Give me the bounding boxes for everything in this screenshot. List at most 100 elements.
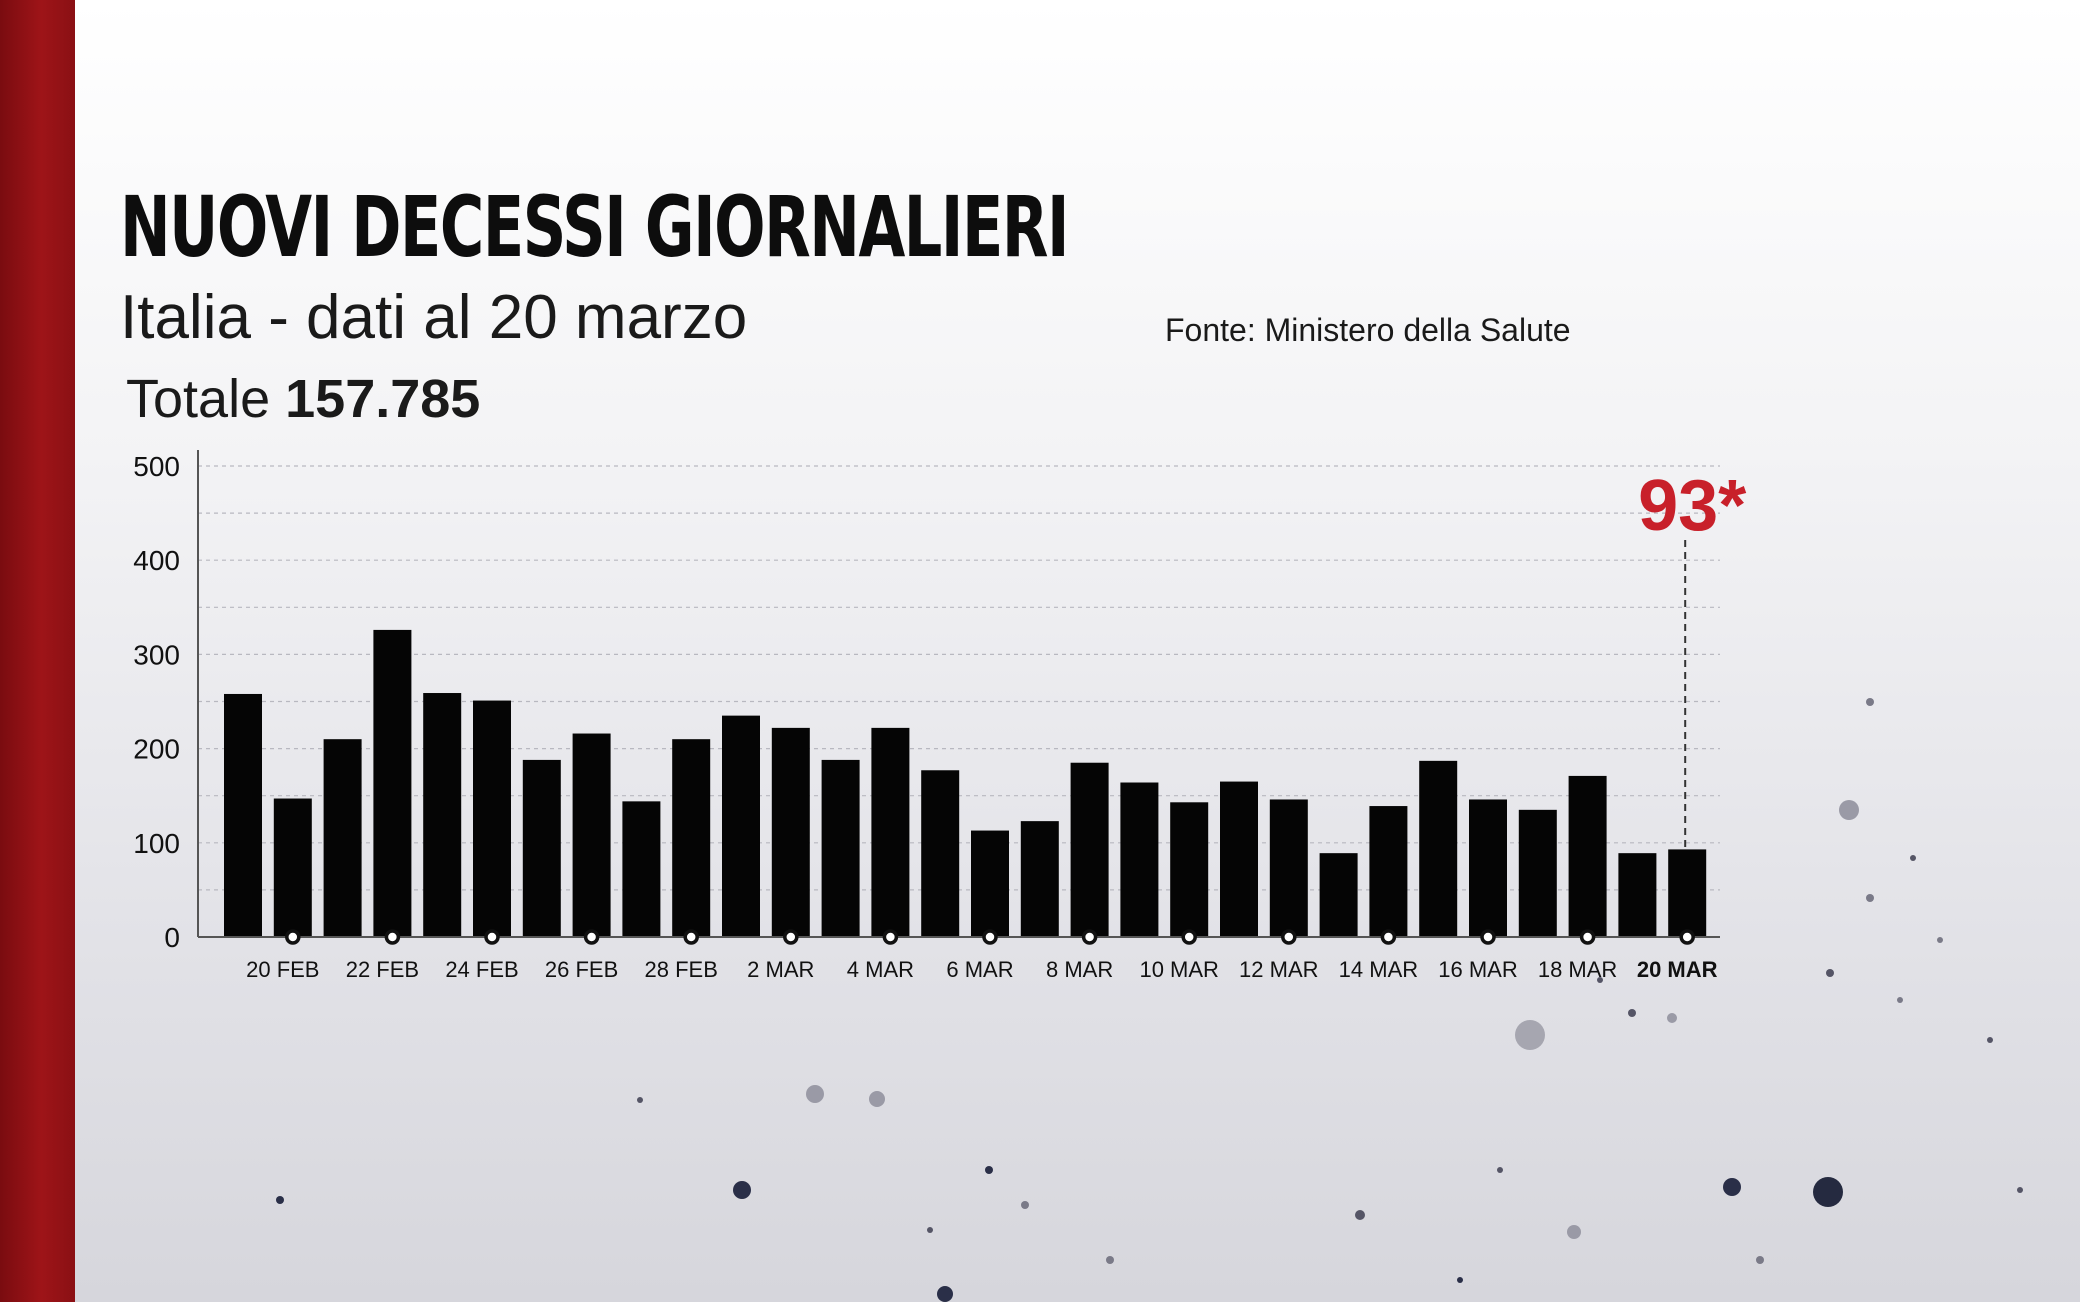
particle (937, 1286, 953, 1302)
bar (522, 759, 561, 937)
particle (1723, 1178, 1741, 1196)
particle (1597, 977, 1603, 983)
x-tick-label: 28 FEB (645, 957, 718, 982)
x-tick-marker (1579, 929, 1596, 945)
particle (1910, 855, 1916, 861)
bar (423, 693, 462, 937)
bar (871, 727, 910, 937)
bar (1469, 799, 1507, 937)
particle (1667, 1013, 1677, 1023)
bar (373, 629, 412, 937)
x-tick-marker (583, 929, 600, 945)
bar (572, 733, 611, 937)
side-band (0, 0, 75, 1302)
bar (1668, 849, 1707, 937)
x-tick-label: 26 FEB (545, 957, 618, 982)
x-tick-label: 14 MAR (1339, 957, 1418, 982)
particle (806, 1085, 824, 1103)
x-tick-label: 12 MAR (1239, 957, 1318, 982)
particle (1866, 894, 1874, 902)
particle (1756, 1256, 1764, 1264)
total-deaths: Totale 157.785 (126, 368, 480, 430)
particle (1937, 937, 1943, 943)
x-tick-marker (982, 929, 998, 945)
x-tick-marker (1081, 929, 1098, 945)
bar (1568, 775, 1607, 937)
particle (276, 1196, 284, 1204)
y-tick-label: 500 (133, 451, 180, 482)
bar (1369, 806, 1408, 937)
particle (1515, 1020, 1545, 1050)
x-tick-label: 2 MAR (747, 957, 814, 982)
source-note: Fonte: Ministero della Salute (1165, 312, 1571, 348)
bar (273, 798, 312, 937)
x-tick-label: 20 MAR (1637, 957, 1718, 982)
callout-annotation: 93* (1638, 466, 1746, 850)
bar (1120, 782, 1159, 937)
particle (1021, 1201, 1029, 1209)
particle (1839, 800, 1859, 820)
x-tick-label: 6 MAR (946, 957, 1013, 982)
bar (1170, 802, 1209, 937)
x-tick-label: 24 FEB (445, 957, 518, 982)
particle (1628, 1009, 1636, 1017)
background-particles (276, 698, 2023, 1302)
particle (733, 1181, 751, 1199)
x-tick-marker (882, 929, 899, 945)
bar (1269, 799, 1308, 937)
y-tick-label: 400 (133, 545, 180, 576)
bar (722, 715, 760, 937)
x-tick-marker (285, 929, 301, 945)
bar (1419, 760, 1458, 937)
total-value: 157.785 (285, 369, 481, 429)
y-tick-label: 0 (164, 922, 180, 953)
x-tick-marker (1281, 929, 1297, 945)
particle (1355, 1210, 1365, 1220)
particle (1106, 1256, 1114, 1264)
bar (622, 801, 661, 937)
x-tick-marker (384, 929, 401, 945)
particle (1457, 1277, 1463, 1283)
x-tick-marker (1480, 929, 1496, 945)
x-tick-label: 8 MAR (1046, 957, 1113, 982)
bar (971, 830, 1009, 937)
x-tick-label: 4 MAR (847, 957, 914, 982)
particle (1567, 1225, 1581, 1239)
bars (224, 629, 1707, 937)
particle (637, 1097, 643, 1103)
chart-axes (197, 450, 1720, 938)
callout-label: 93* (1638, 466, 1746, 546)
x-tick-marker (783, 929, 799, 945)
bar (224, 693, 262, 937)
total-label: Totale (126, 369, 271, 429)
particle (2017, 1187, 2023, 1193)
x-tick-label: 20 FEB (246, 957, 319, 982)
bar (1220, 781, 1258, 937)
bar (323, 739, 362, 937)
x-tick-marker (1380, 929, 1397, 945)
bar (1618, 853, 1657, 937)
particle (1866, 698, 1874, 706)
particle (1897, 997, 1903, 1003)
x-tick-label: 10 MAR (1139, 957, 1218, 982)
bar (1020, 821, 1059, 937)
y-tick-label: 300 (133, 639, 180, 670)
page-title: NUOVI DECESSI GIORNALIERI (120, 178, 1069, 276)
particle (927, 1227, 933, 1233)
x-tick-marker (1679, 929, 1695, 945)
particle (1497, 1167, 1503, 1173)
y-tick-label: 100 (133, 828, 180, 859)
x-tick-label: 22 FEB (346, 957, 419, 982)
bar (921, 770, 960, 937)
x-tick-label: 16 MAR (1438, 957, 1517, 982)
x-tick-marker (484, 929, 500, 945)
x-tick-marker (683, 929, 699, 945)
particle (869, 1091, 885, 1107)
particle (1813, 1177, 1843, 1207)
bar (1518, 809, 1557, 937)
bar (1070, 762, 1109, 937)
bar (1319, 853, 1358, 937)
bar (771, 727, 810, 937)
x-tick-marker (1181, 929, 1197, 945)
